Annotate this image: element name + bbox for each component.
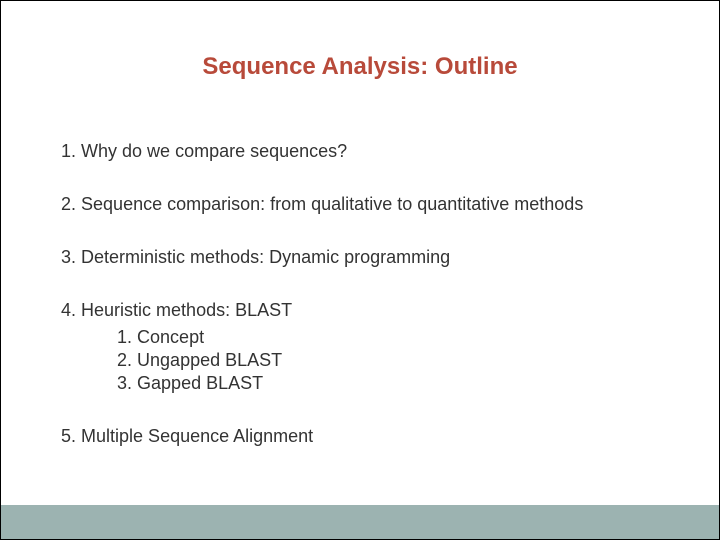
slide-title: Sequence Analysis: Outline (1, 53, 719, 81)
list-item: 3. Deterministic methods: Dynamic progra… (61, 247, 679, 268)
item-text: Heuristic methods: BLAST (81, 300, 292, 320)
sub-list-item: 3. Gapped BLAST (117, 373, 679, 394)
sub-list: 1. Concept 2. Ungapped BLAST 3. Gapped B… (117, 327, 679, 394)
sub-item-text: Concept (137, 327, 204, 347)
list-item: 5. Multiple Sequence Alignment (61, 426, 679, 447)
sub-item-text: Ungapped BLAST (137, 350, 282, 370)
slide: Sequence Analysis: Outline 1. Why do we … (0, 0, 720, 540)
item-text: Why do we compare sequences? (81, 141, 347, 161)
outline-list: 1. Why do we compare sequences? 2. Seque… (61, 141, 679, 447)
footer-bar (1, 505, 719, 539)
sub-list-item: 2. Ungapped BLAST (117, 350, 679, 371)
item-number: 2. (61, 194, 76, 214)
item-number: 3. (61, 247, 76, 267)
item-number: 4. (61, 300, 76, 320)
item-number: 5. (61, 426, 76, 446)
sub-item-text: Gapped BLAST (137, 373, 263, 393)
list-item: 2. Sequence comparison: from qualitative… (61, 194, 679, 215)
list-item: 1. Why do we compare sequences? (61, 141, 679, 162)
item-text: Multiple Sequence Alignment (81, 426, 313, 446)
sub-item-number: 2. (117, 350, 132, 370)
item-text: Deterministic methods: Dynamic programmi… (81, 247, 450, 267)
sub-item-number: 3. (117, 373, 132, 393)
list-item: 4. Heuristic methods: BLAST 1. Concept 2… (61, 300, 679, 394)
item-text: Sequence comparison: from qualitative to… (81, 194, 583, 214)
sub-item-number: 1. (117, 327, 132, 347)
item-number: 1. (61, 141, 76, 161)
sub-list-item: 1. Concept (117, 327, 679, 348)
